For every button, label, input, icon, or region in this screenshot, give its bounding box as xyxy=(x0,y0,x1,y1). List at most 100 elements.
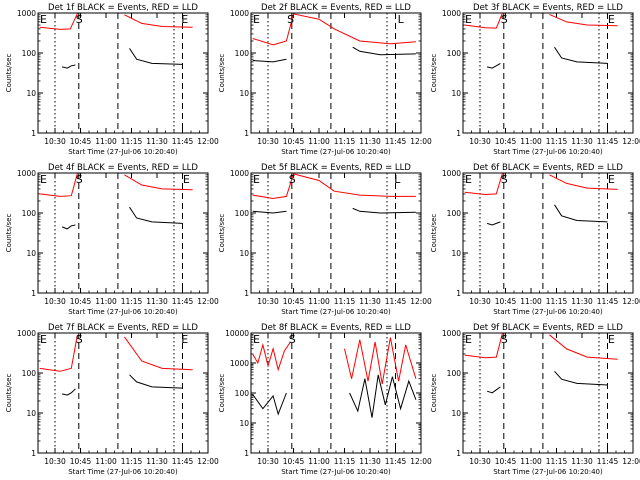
x-tick-label: 11:30 xyxy=(359,297,381,306)
event-marker-label: S xyxy=(76,13,83,26)
x-tick-label: 11:45 xyxy=(172,457,194,466)
x-tick-label: 10:45 xyxy=(70,137,92,146)
x-tick-label: 11:45 xyxy=(172,137,194,146)
x-tick-label: 11:30 xyxy=(146,457,168,466)
x-tick-label: 11:00 xyxy=(95,457,117,466)
events-series-line xyxy=(252,58,287,63)
x-tick-label: 12:00 xyxy=(197,297,219,306)
event-marker-label: S xyxy=(501,333,508,346)
y-tick-label: 1 xyxy=(456,449,461,458)
y-tick-label: 1 xyxy=(31,129,36,138)
x-tick-label: 11:00 xyxy=(308,297,330,306)
x-axis-title: Start Time (27-Jul-06 10:20:40) xyxy=(281,148,391,156)
y-tick-label: 1 xyxy=(244,449,249,458)
event-marker-label: E xyxy=(253,333,260,346)
x-tick-label: 12:00 xyxy=(622,297,640,306)
y-axis-title: Counts/sec xyxy=(5,374,13,413)
events-series-line xyxy=(554,46,608,64)
event-marker-label: E xyxy=(253,173,260,186)
lld-series-line xyxy=(464,173,503,196)
y-tick-label: 10 xyxy=(451,89,461,98)
event-marker-label: E xyxy=(183,173,190,186)
event-marker-label: S xyxy=(501,173,508,186)
x-tick-label: 11:30 xyxy=(571,297,593,306)
lld-series-line xyxy=(39,173,78,197)
y-axis-title: Counts/sec xyxy=(218,54,226,93)
x-tick-label: 11:15 xyxy=(121,457,143,466)
event-marker-label: E xyxy=(608,333,615,346)
chart-panel-4: 1 10 100 1000 10:30 10:45 11:00 11:15 11:30 11:45… xyxy=(5,163,219,316)
y-tick-label: 10 xyxy=(26,409,36,418)
events-series-line xyxy=(486,62,501,69)
y-tick-label: 1000 xyxy=(442,9,461,18)
y-tick-label: 10 xyxy=(451,249,461,258)
events-series-line xyxy=(554,370,608,386)
x-tick-label: 11:45 xyxy=(385,457,407,466)
y-tick-label: 10 xyxy=(239,419,249,428)
event-marker-label: S xyxy=(289,333,296,346)
event-marker-label: E xyxy=(465,13,472,26)
x-tick-label: 11:00 xyxy=(308,457,330,466)
events-series-line xyxy=(554,204,608,223)
lld-series-line xyxy=(549,334,618,360)
x-tick-label: 10:45 xyxy=(495,137,517,146)
y-tick-label: 1 xyxy=(31,449,36,458)
x-tick-label: 11:00 xyxy=(95,297,117,306)
event-marker-label: S xyxy=(501,13,508,26)
x-tick-label: 11:45 xyxy=(172,297,194,306)
x-tick-label: 11:30 xyxy=(146,297,168,306)
panel-title: Det 9f BLACK = Events, RED = LLD xyxy=(473,323,623,333)
y-tick-label: 100 xyxy=(22,49,37,58)
x-axis-title: Start Time (27-Jul-06 10:20:40) xyxy=(68,308,178,316)
x-tick-label: 11:00 xyxy=(308,137,330,146)
lld-series-line xyxy=(124,14,193,28)
y-tick-label: 1000 xyxy=(17,9,36,18)
y-tick-label: 10 xyxy=(26,249,36,258)
y-tick-label: 10 xyxy=(451,409,461,418)
y-tick-label: 100 xyxy=(235,209,250,218)
x-tick-label: 12:00 xyxy=(622,137,640,146)
x-tick-label: 10:45 xyxy=(283,297,305,306)
y-tick-label: 1 xyxy=(456,129,461,138)
x-tick-label: 10:30 xyxy=(469,137,491,146)
x-tick-label: 10:45 xyxy=(70,457,92,466)
x-tick-label: 10:30 xyxy=(469,457,491,466)
x-tick-label: 11:15 xyxy=(334,137,356,146)
lld-series-line xyxy=(252,13,416,46)
y-axis-title: Counts/sec xyxy=(430,374,438,413)
x-tick-label: 11:00 xyxy=(95,137,117,146)
y-tick-label: 1 xyxy=(244,129,249,138)
events-series-line xyxy=(486,386,501,394)
x-tick-label: 10:45 xyxy=(495,457,517,466)
y-tick-label: 100 xyxy=(235,389,250,398)
event-marker-label: E xyxy=(465,173,472,186)
lld-series-line xyxy=(549,13,618,27)
chart-panel-1: 1 10 100 1000 10:30 10:45 11:00 11:15 11:30 11:45… xyxy=(5,3,219,156)
y-tick-label: 1000 xyxy=(230,359,249,368)
lld-series-line xyxy=(549,174,618,190)
y-axis-title: Counts/sec xyxy=(430,54,438,93)
chart-panel-9: 1 10 100 1000 10:30 10:45 11:00 11:15 11:30 11:45… xyxy=(430,323,640,476)
x-axis-title: Start Time (27-Jul-06 10:20:40) xyxy=(281,468,391,476)
x-tick-label: 10:30 xyxy=(257,457,279,466)
y-tick-label: 1 xyxy=(31,289,36,298)
y-axis-title: Counts/sec xyxy=(430,214,438,253)
events-series-line xyxy=(129,374,183,389)
panel-title: Det 2f BLACK = Events, RED = LLD xyxy=(261,3,411,13)
y-axis-title: Counts/sec xyxy=(5,214,13,253)
panel-title: Det 1f BLACK = Events, RED = LLD xyxy=(48,3,198,13)
lld-series-line xyxy=(464,13,503,29)
x-tick-label: 10:30 xyxy=(469,297,491,306)
x-tick-label: 11:30 xyxy=(571,457,593,466)
event-marker-label: E xyxy=(181,333,188,346)
y-tick-label: 1000 xyxy=(442,329,461,338)
event-marker-label: E xyxy=(181,13,188,26)
x-tick-label: 10:30 xyxy=(44,297,66,306)
y-tick-label: 1000 xyxy=(230,169,249,178)
panel-title: Det 8f BLACK = Events, RED = LLD xyxy=(261,323,411,333)
y-tick-label: 10 xyxy=(26,89,36,98)
y-tick-label: 100 xyxy=(22,209,37,218)
x-tick-label: 11:15 xyxy=(546,137,568,146)
event-marker-label: E xyxy=(465,333,472,346)
